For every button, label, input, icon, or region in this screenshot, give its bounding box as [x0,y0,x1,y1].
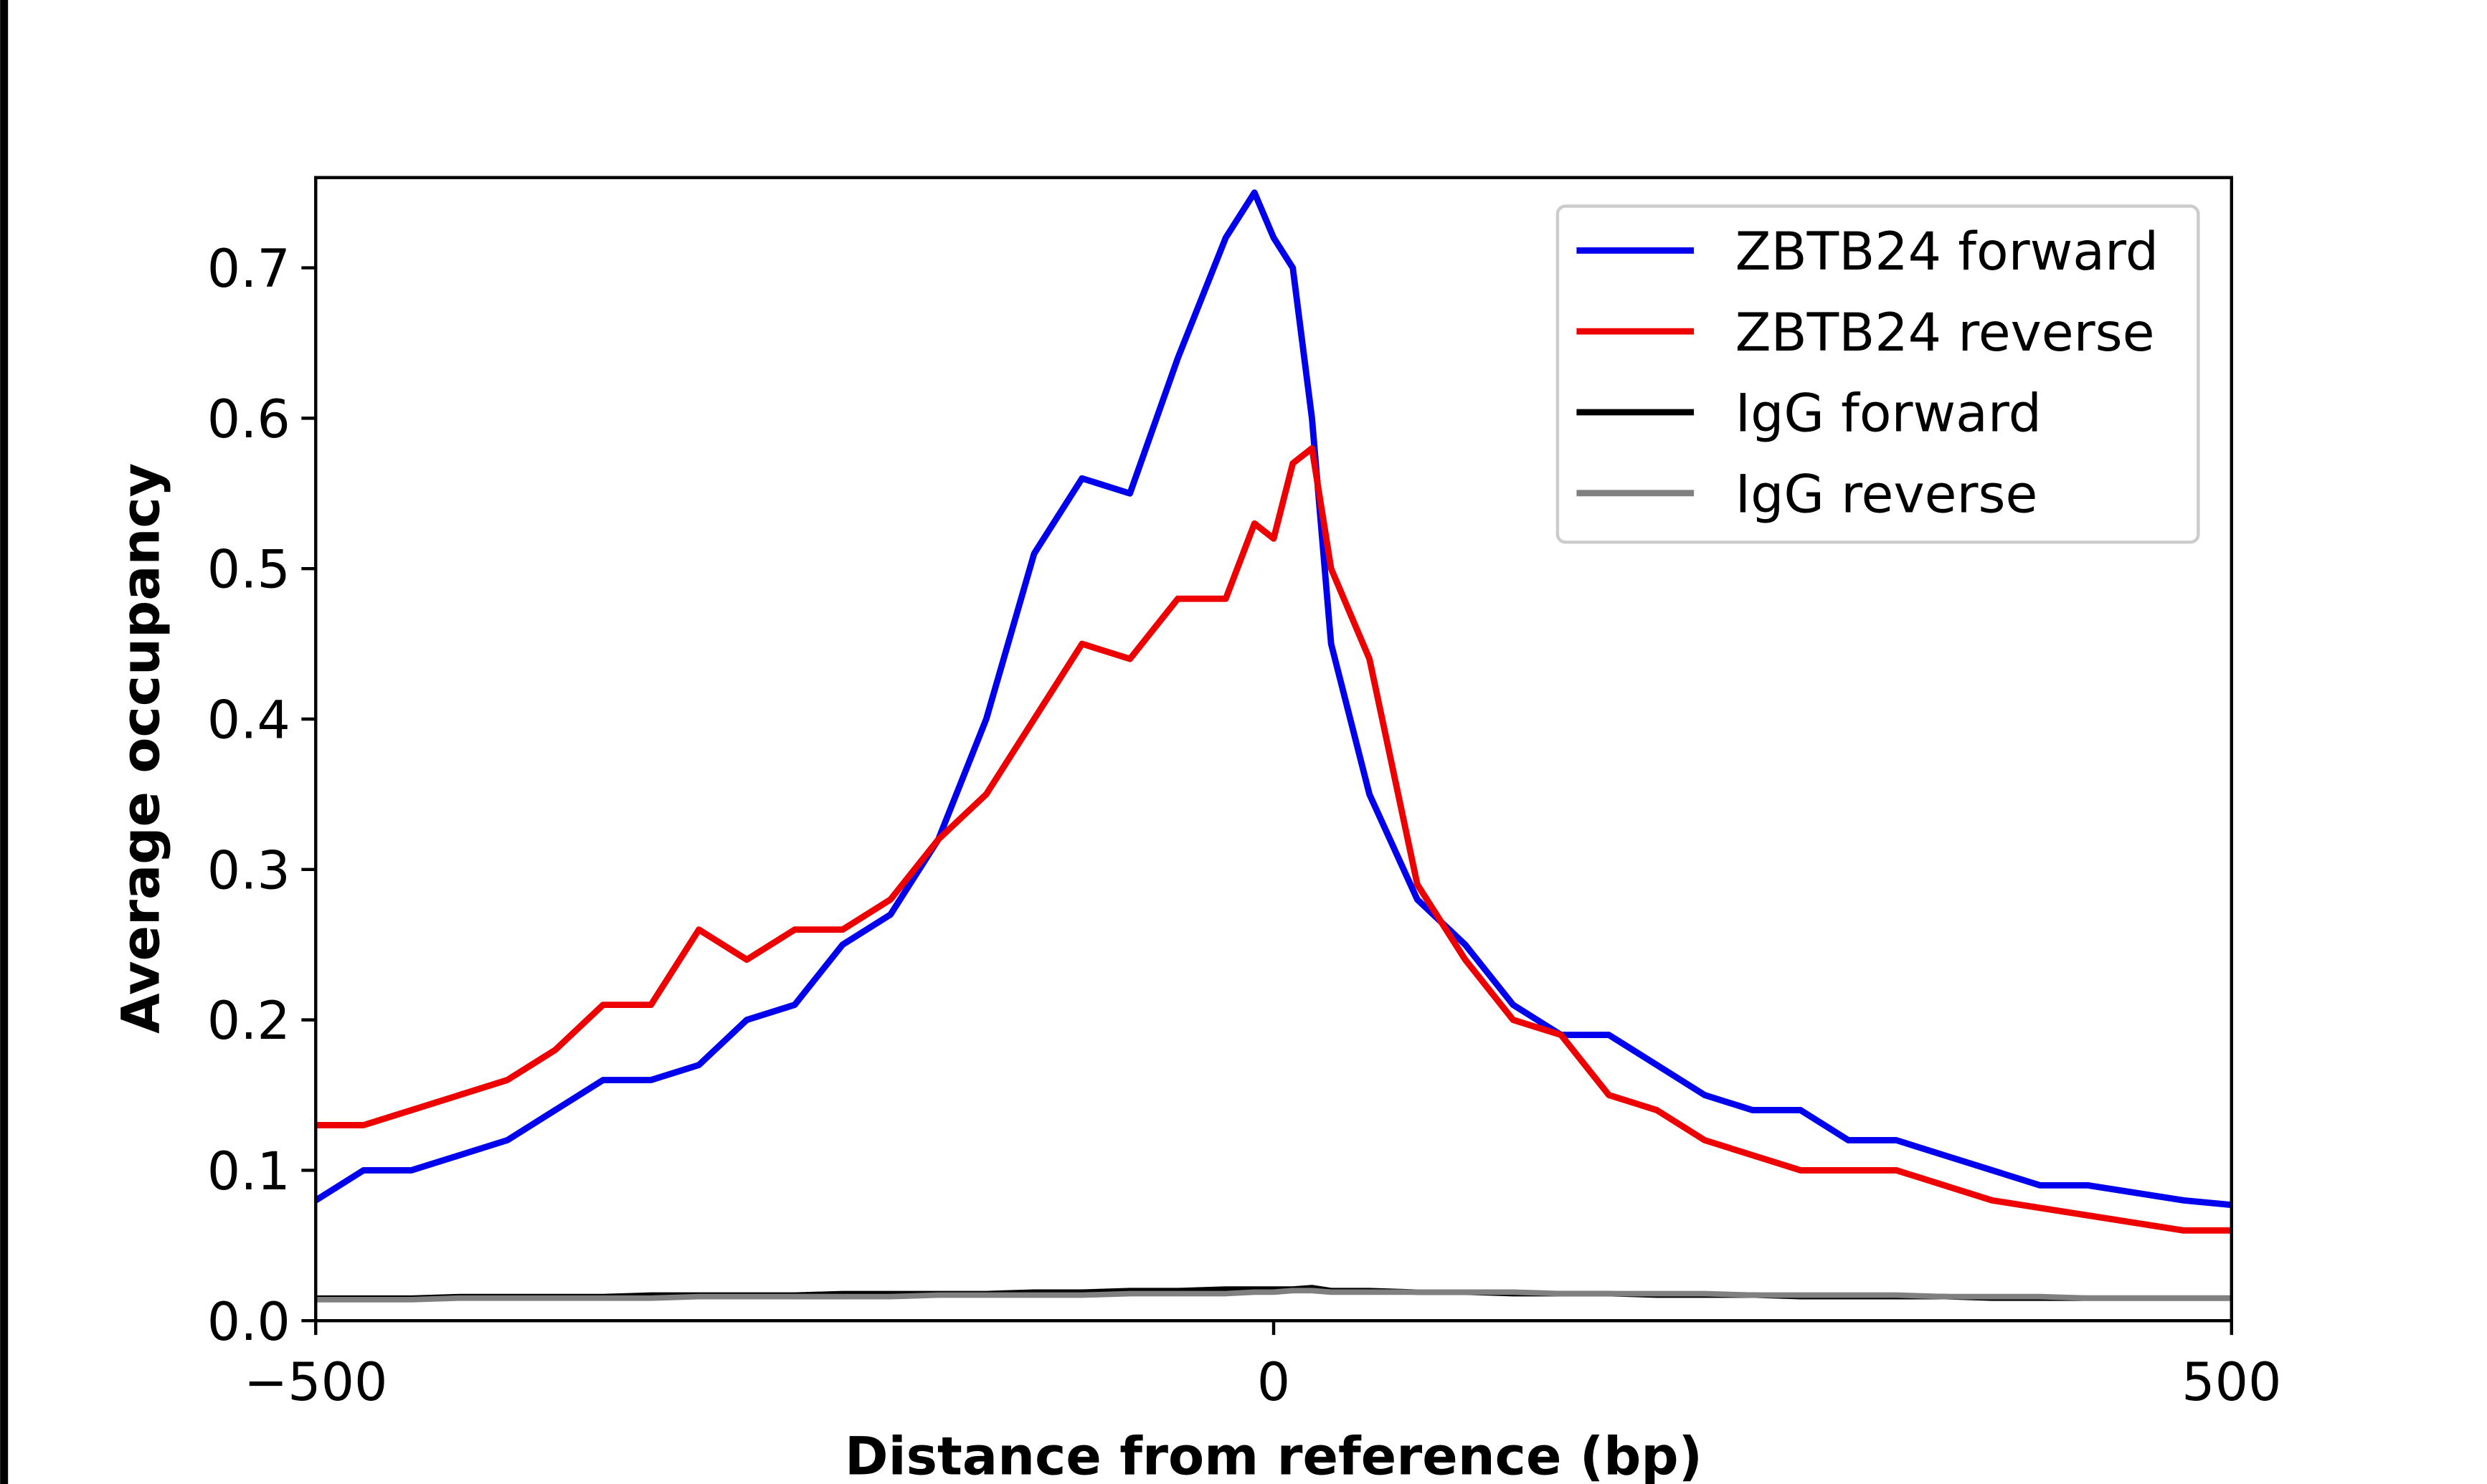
x-tick-label: −500 [244,1352,387,1413]
y-tick-label: 0.1 [207,1141,290,1202]
x-axis-label: Distance from reference (bp) [845,1427,1702,1484]
y-tick-label: 0.3 [207,840,290,901]
series-line [316,1288,2232,1303]
legend-label: ZBTB24 forward [1735,222,2159,282]
y-tick-label: 0.7 [207,239,290,300]
y-axis-label: Average occupancy [110,463,171,1034]
legend-box [1555,204,2200,544]
plot-frame [314,176,2234,1323]
series-line [316,444,2232,1234]
y-tick-label: 0.4 [207,690,290,751]
series-line [313,189,2232,1209]
legend-label: IgG reverse [1735,464,2038,525]
y-tick-label: 0.2 [207,991,290,1052]
x-tick-label: 500 [2182,1352,2281,1413]
y-tick-label: 0.6 [207,389,290,450]
legend-label: ZBTB24 reverse [1735,303,2155,363]
edge-bar [0,0,9,1484]
legend: ZBTB24 forward ZBTB24 reverse IgG forward I… [1555,204,2200,544]
y-tick-label: 0.0 [207,1292,290,1353]
x-tick-label: 0 [1257,1352,1290,1413]
legend-label: IgG forward [1735,384,2042,444]
y-tick-label: 0.5 [207,540,290,601]
